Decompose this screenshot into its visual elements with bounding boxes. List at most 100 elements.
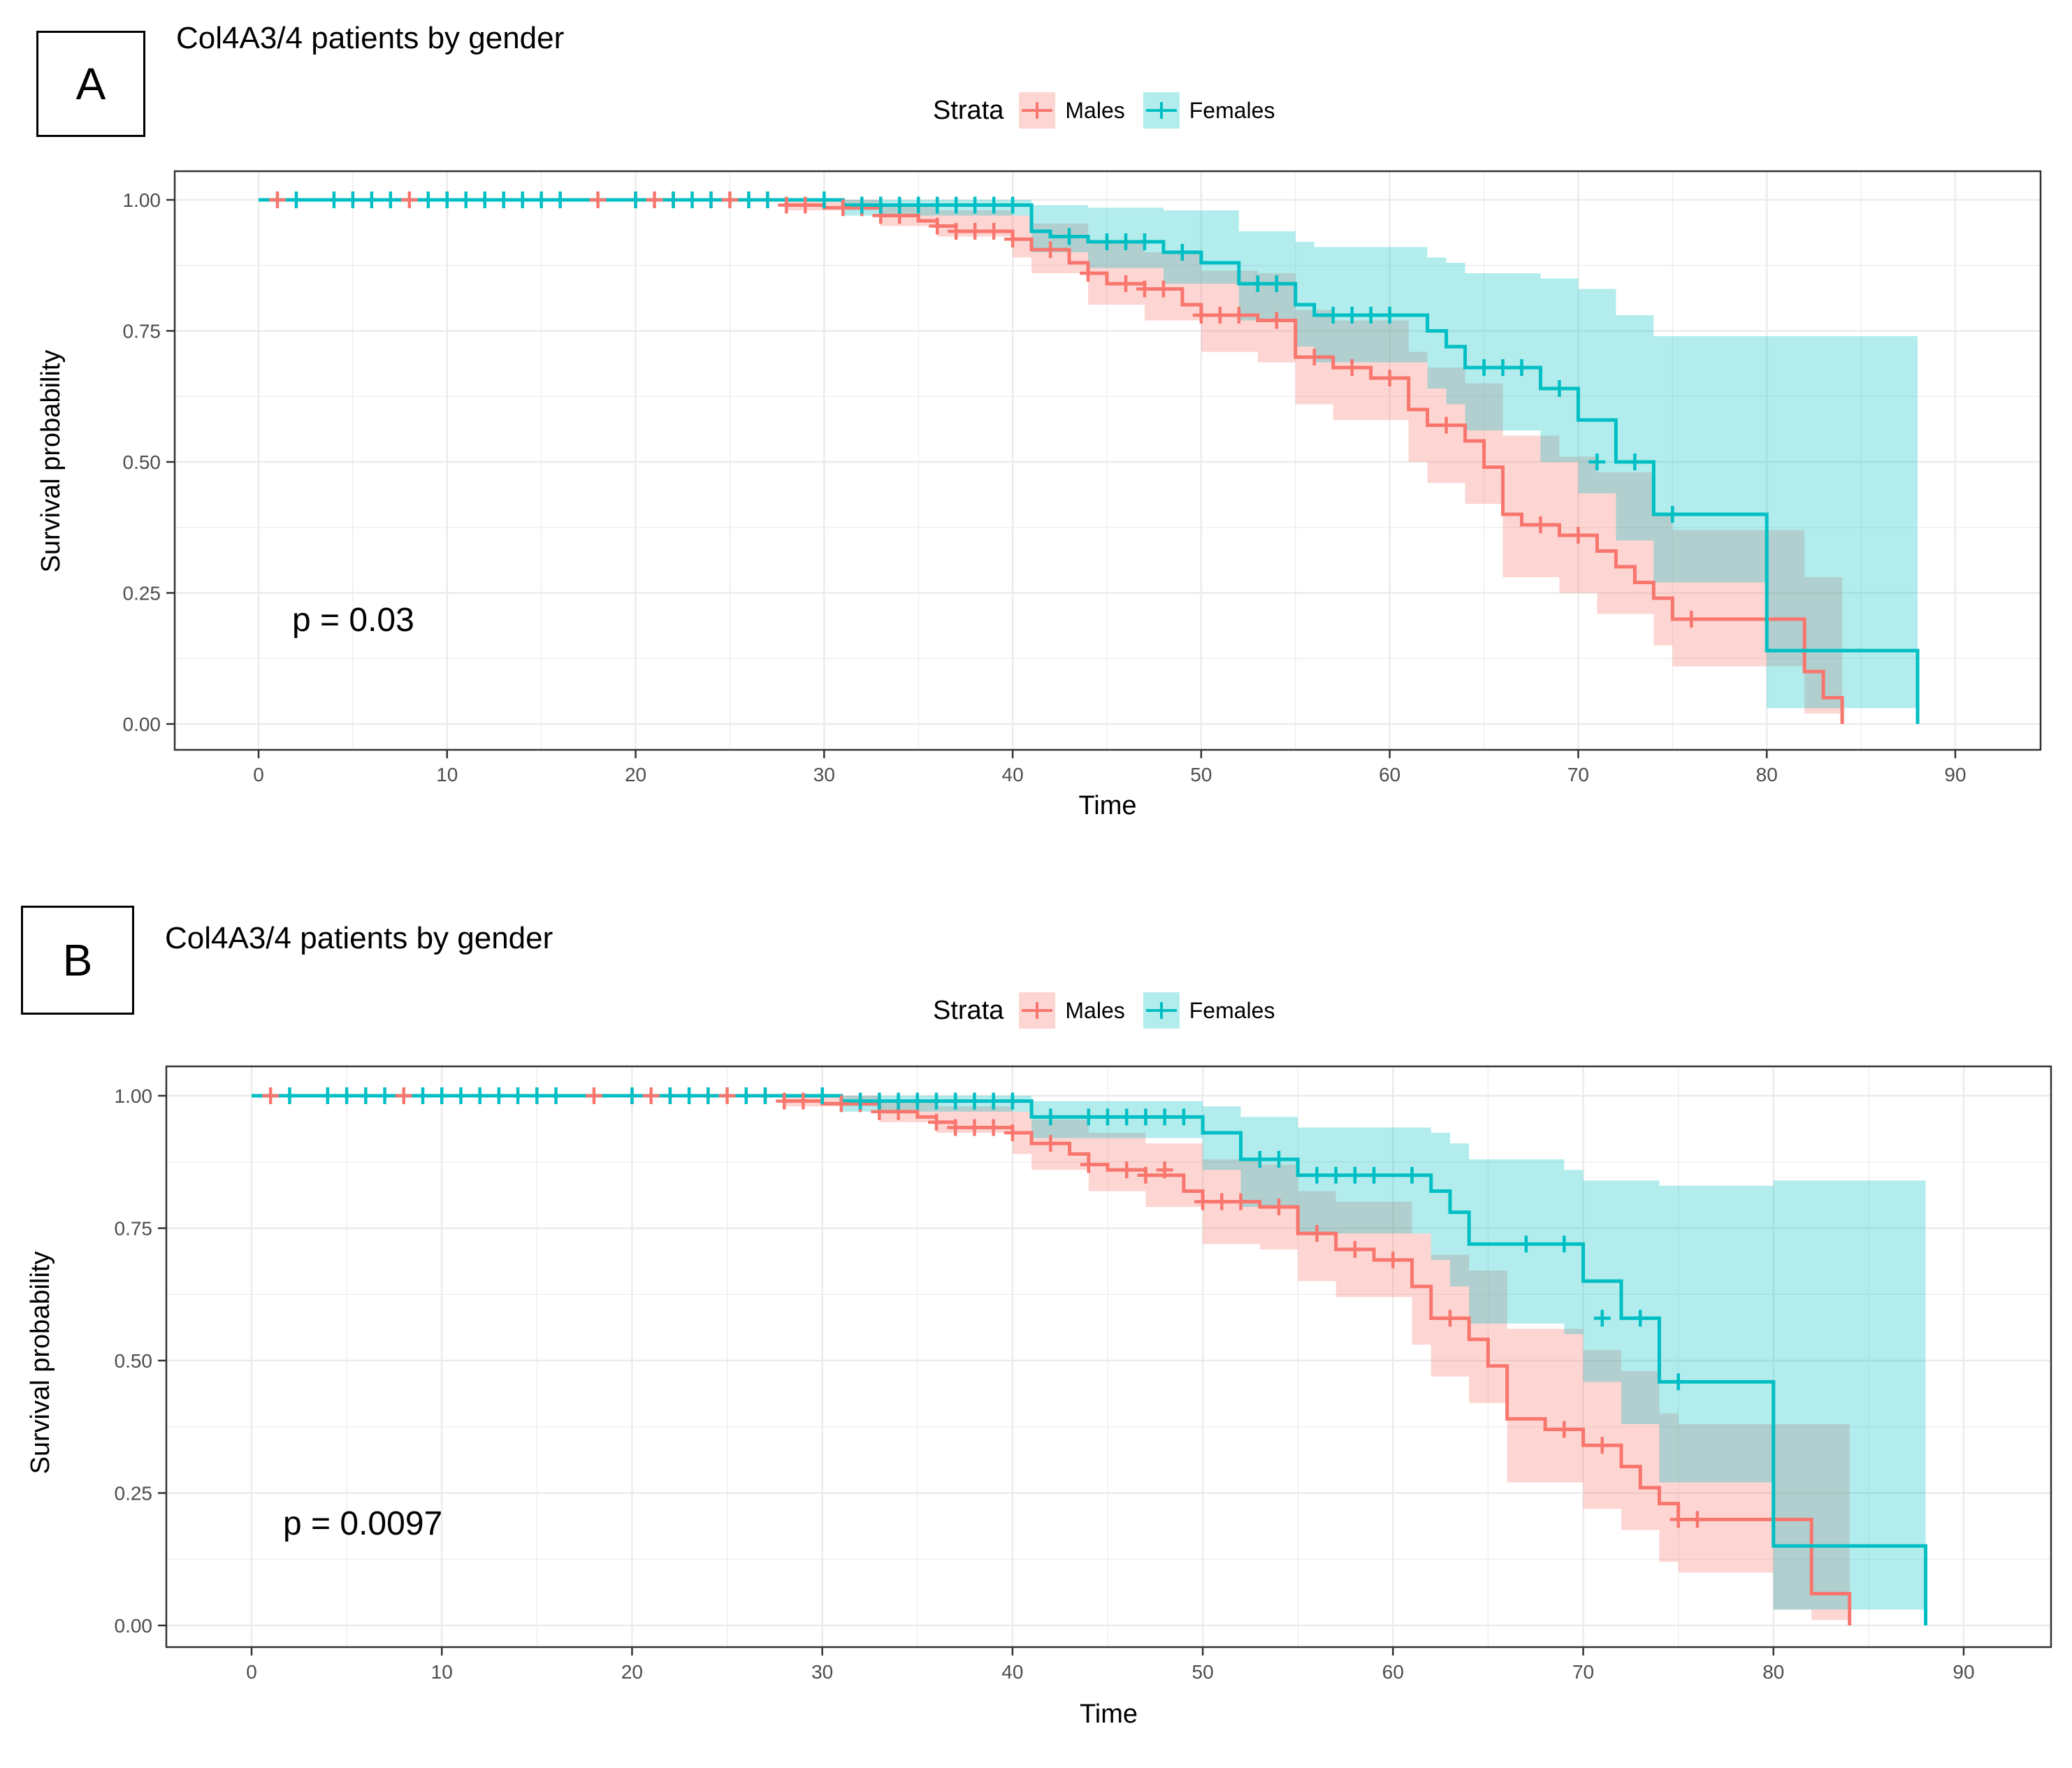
censor-mark [1211,307,1229,324]
censor-mark [1593,1437,1611,1454]
censor-mark [338,1087,356,1104]
censor-mark [1118,1161,1136,1179]
censor-mark [1669,1373,1687,1391]
censor-mark [1004,196,1022,214]
censor-mark [642,1087,660,1104]
censor-mark [1593,1310,1611,1327]
censor-mark [357,1087,375,1104]
censor-mark [1156,1161,1173,1179]
censor-mark [1042,241,1059,259]
censor-mark [1588,454,1606,470]
censor-mark [1442,1310,1458,1327]
censor-mark [452,1087,470,1104]
censor-mark [1061,228,1078,245]
confidence-band-females [252,1096,1926,1625]
censor-mark [1381,370,1398,386]
censor-mark [1230,307,1247,324]
censor-mark [1213,1193,1231,1210]
censor-mark [623,1087,641,1104]
legend-key-males [1019,992,1056,1029]
censor-mark [646,191,663,208]
censor-mark [700,1087,717,1104]
censor-mark [1343,359,1361,376]
censor-mark [1268,312,1285,329]
censor-mark [287,191,305,208]
legend-key-females [1143,992,1180,1029]
censor-mark [1494,359,1512,376]
censor-mark [514,191,531,208]
censor-mark [948,196,965,214]
censor-mark [1099,1108,1116,1126]
grid [175,171,2041,750]
censor-mark [908,1092,926,1110]
censor-mark [395,1087,412,1104]
censor-mark [966,223,984,240]
x-tick-label: 70 [1572,1661,1594,1683]
censor-mark [929,196,946,214]
censor-marks-females [287,191,1681,523]
censor-mark [400,191,418,208]
censor-mark [1080,265,1097,282]
x-tick-label: 40 [1001,1661,1023,1683]
censor-mark [1632,1310,1649,1327]
censor-mark [718,1087,736,1104]
censor-mark [1042,1108,1059,1126]
censor-mark [1099,233,1115,250]
censor-mark [586,1087,602,1104]
censor-mark [344,191,361,208]
censor-mark [665,191,682,208]
y-tick-label: 0.00 [123,713,161,735]
censor-mark [1268,275,1285,292]
legend-label-females: Females [1189,97,1275,123]
censor-mark [871,1092,888,1110]
censor-mark [1080,1108,1097,1126]
panel-b-legend: Strata Males Females [933,992,1293,1029]
x-tick-label: 60 [1379,764,1400,785]
censor-mark [528,1087,546,1104]
censor-mark [1136,280,1153,298]
km-plot-a: 0 10 20 30 40 50 60 70 80 90 0.00 0.25 0.50 0.75 1.00 T… [36,170,2042,820]
panel-b-title: Col4A3/4 patients by gender [165,921,553,955]
survival-curve-females [259,198,1920,724]
censor-mark [1327,1166,1345,1184]
censor-mark [1156,1108,1173,1126]
censor-mark [661,1087,679,1104]
survival-curve-females [252,1094,1928,1625]
censor-mark [1403,1166,1421,1184]
censor-mark [1626,454,1644,470]
y-tick-label: 1.00 [123,189,161,211]
censor-mark [1270,1150,1287,1168]
x-tick-label: 10 [431,1661,453,1683]
censor-mark [985,196,1003,214]
censor-mark [1004,1124,1021,1142]
censor-mark [1192,307,1210,324]
censor-mark [1688,1511,1706,1528]
censor-mark [325,191,342,208]
censor-mark [834,199,852,217]
censor-mark [1175,1108,1192,1126]
panel-a: A Col4A3/4 patients by gender Strata Mal… [0,0,2072,867]
censor-mark [872,196,890,214]
x-axis-title: Time [1080,1700,1138,1729]
censor-mark [832,1095,850,1113]
censor-mark [589,191,607,208]
x-tick-label: 40 [1002,764,1024,785]
censor-mark [737,1087,755,1104]
censor-mark [419,191,437,208]
x-tick-label: 50 [1192,1661,1214,1683]
x-tick-label: 50 [1190,764,1212,785]
panel-a-title: Col4A3/4 patients by gender [176,21,565,55]
censor-mark [966,1119,983,1136]
censor-mark [1136,233,1153,250]
y-tick-label: 0.00 [115,1615,153,1637]
censor-mark [1664,506,1681,523]
censor-mark [1270,1198,1287,1216]
y-axis-title: Survival probability [36,350,66,573]
censor-marks-males [268,191,1700,628]
censor-mark [681,1087,698,1104]
legend-strata-title: Strata [933,95,1004,125]
censor-mark [1117,275,1134,292]
plot-frame [173,170,2042,751]
censor-mark [438,191,456,208]
censor-mark [490,1087,507,1104]
